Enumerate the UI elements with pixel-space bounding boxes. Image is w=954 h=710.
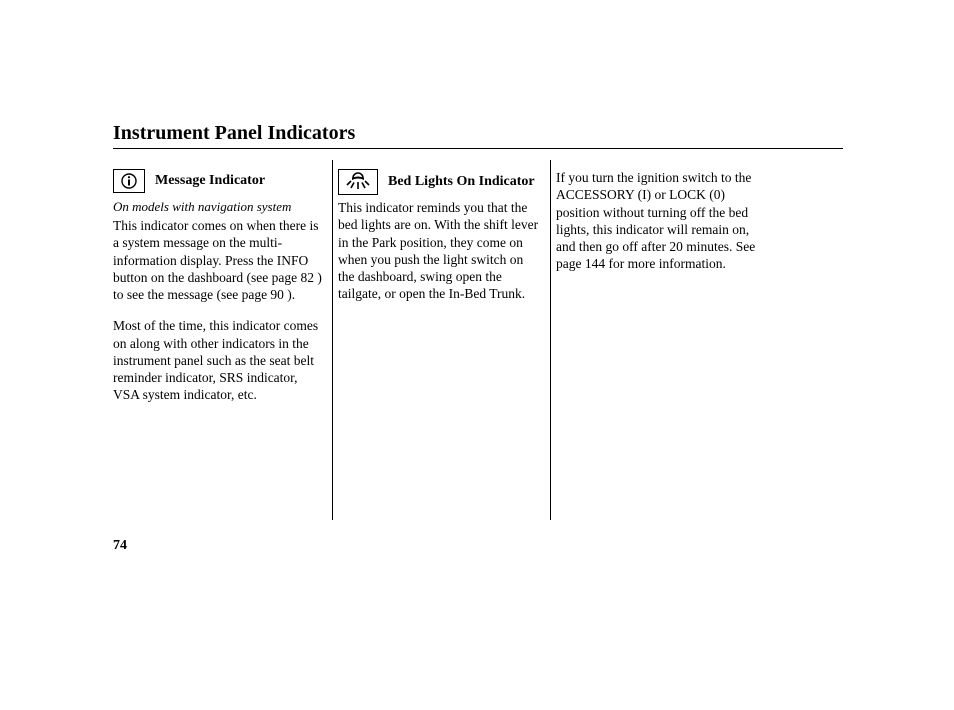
message-indicator-heading: Message Indicator bbox=[155, 173, 265, 189]
page: Instrument Panel Indicators Message Indi… bbox=[0, 0, 954, 710]
bed-lights-para-1: This indicator reminds you that the bed … bbox=[338, 199, 543, 303]
bed-lights-heading: Bed Lights On Indicator bbox=[388, 174, 535, 190]
bed-lights-header: Bed Lights On Indicator bbox=[338, 169, 543, 195]
bed-lights-icon bbox=[338, 169, 378, 195]
message-indicator-context: On models with navigation system bbox=[113, 199, 326, 215]
page-title: Instrument Panel Indicators bbox=[113, 122, 355, 145]
message-indicator-para-2: Most of the time, this indicator comes o… bbox=[113, 317, 326, 403]
column-3: If you turn the ignition switch to the A… bbox=[556, 169, 766, 273]
page-number: 74 bbox=[113, 538, 127, 554]
column-1: Message Indicator On models with navigat… bbox=[113, 169, 326, 404]
title-rule bbox=[113, 148, 843, 149]
info-icon bbox=[113, 169, 145, 193]
column-2: Bed Lights On Indicator This indicator r… bbox=[338, 169, 543, 303]
column-divider-1 bbox=[332, 160, 333, 520]
message-indicator-para-1: This indicator comes on when there is a … bbox=[113, 217, 326, 303]
column-divider-2 bbox=[550, 160, 551, 520]
bed-lights-para-2: If you turn the ignition switch to the A… bbox=[556, 169, 766, 273]
message-indicator-header: Message Indicator bbox=[113, 169, 326, 193]
